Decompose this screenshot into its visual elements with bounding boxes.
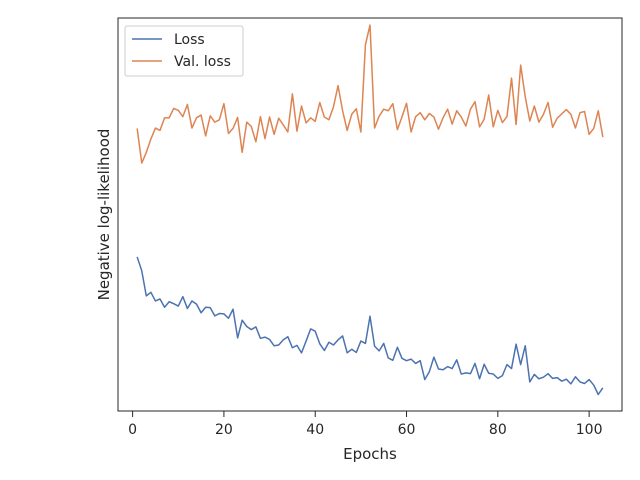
x-tick-label: 60 <box>398 422 416 438</box>
legend: Loss Val. loss <box>124 25 244 77</box>
x-axis-ticks: 0 20 40 60 80 100 <box>128 411 602 438</box>
legend-label: Val. loss <box>174 54 231 70</box>
x-tick-label: 80 <box>489 422 507 438</box>
x-tick-label: 0 <box>128 422 137 438</box>
x-tick-label: 40 <box>306 422 324 438</box>
x-tick-label: 20 <box>215 422 233 438</box>
x-axis-label: Epochs <box>343 445 397 463</box>
series-line-loss <box>136 256 604 396</box>
plot-area <box>117 17 623 412</box>
axes-frame <box>117 17 623 412</box>
plot-background <box>118 18 622 411</box>
y-axis-label: Negative log-likelihood <box>95 129 113 301</box>
legend-label: Loss <box>174 32 205 48</box>
x-tick-label: 100 <box>576 422 603 438</box>
series-line-val-loss <box>136 24 604 164</box>
series-group <box>136 24 604 396</box>
